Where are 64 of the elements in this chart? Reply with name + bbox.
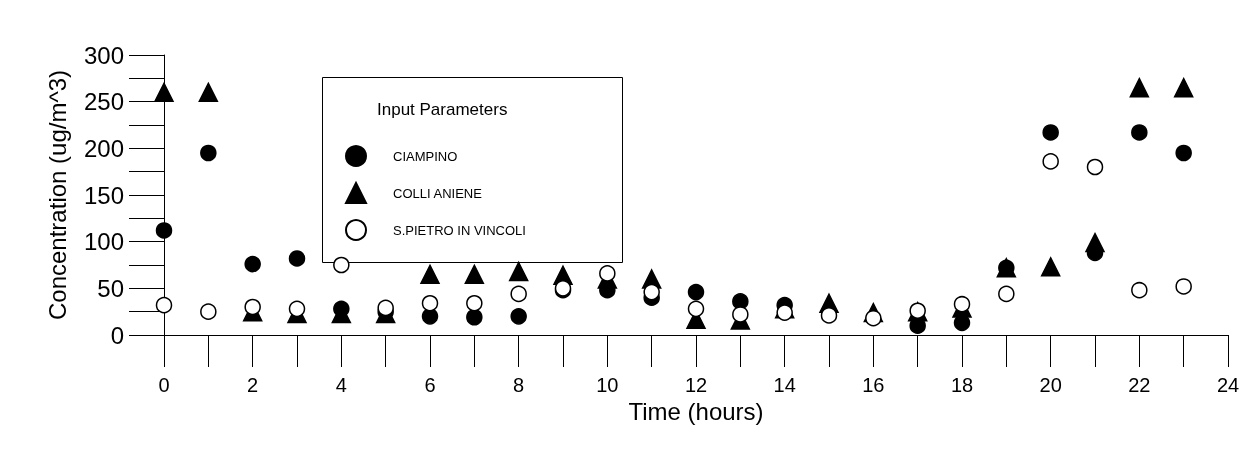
point xyxy=(820,307,838,324)
x-tick-label: 16 xyxy=(862,374,885,396)
x-tick-label: 0 xyxy=(158,374,170,396)
point xyxy=(508,261,529,282)
point xyxy=(776,304,793,321)
legend-label: COLLI ANIENE xyxy=(393,185,483,201)
point xyxy=(1175,278,1192,295)
x-tick-label: 6 xyxy=(424,374,436,396)
x-tick-label: 8 xyxy=(513,374,525,396)
point xyxy=(420,264,440,285)
legend-label: S.PIETRO IN VINCOLI xyxy=(393,222,526,238)
point xyxy=(333,256,350,274)
y-tick-label: 200 xyxy=(83,134,124,162)
x-tick-label: 24 xyxy=(1216,374,1240,396)
point xyxy=(464,264,485,285)
point xyxy=(1173,77,1194,98)
point xyxy=(1085,232,1105,253)
point xyxy=(1086,158,1104,176)
y-tick-label: 150 xyxy=(83,181,124,209)
y-tick-label: 50 xyxy=(97,274,124,302)
point xyxy=(288,300,306,318)
x-tick-label: 22 xyxy=(1128,374,1151,396)
point xyxy=(1131,281,1148,299)
point xyxy=(288,250,306,267)
x-tick-label: 2 xyxy=(247,374,259,396)
point xyxy=(599,265,616,282)
y-tick-label: 250 xyxy=(83,88,124,116)
y-axis-title: Concentration (ug/m^3) xyxy=(43,69,71,321)
point xyxy=(1042,124,1059,141)
y-tick-label: 100 xyxy=(83,228,124,256)
point xyxy=(1175,144,1192,162)
point xyxy=(998,285,1015,303)
point xyxy=(466,309,483,326)
x-tick-label: 18 xyxy=(950,374,974,396)
legend-label: CIAMPINO xyxy=(393,148,458,164)
point xyxy=(1131,124,1148,141)
x-tick-label: 14 xyxy=(773,374,796,396)
point xyxy=(377,299,394,317)
point xyxy=(732,306,749,323)
x-axis-title: Time (hours) xyxy=(628,398,764,426)
point xyxy=(1042,153,1059,170)
point xyxy=(1040,257,1061,277)
point xyxy=(510,308,527,325)
point xyxy=(953,295,971,313)
point xyxy=(510,285,527,303)
point xyxy=(1129,77,1150,98)
x-tick-label: 20 xyxy=(1039,374,1062,396)
y-tick-label: 0 xyxy=(110,321,124,349)
point xyxy=(687,300,705,318)
point xyxy=(155,222,173,239)
point xyxy=(643,283,660,301)
point xyxy=(154,82,174,103)
point xyxy=(198,82,219,103)
x-tick-label: 12 xyxy=(684,374,708,396)
x-tick-label: 10 xyxy=(596,374,619,396)
point xyxy=(200,144,217,162)
y-tick-label: 300 xyxy=(83,41,124,69)
point xyxy=(687,283,705,301)
point xyxy=(155,296,173,314)
point xyxy=(244,255,261,273)
point xyxy=(244,298,261,316)
legend-title: Input Parameters xyxy=(377,100,508,119)
point xyxy=(865,309,882,327)
x-tick-label: 4 xyxy=(335,374,347,396)
